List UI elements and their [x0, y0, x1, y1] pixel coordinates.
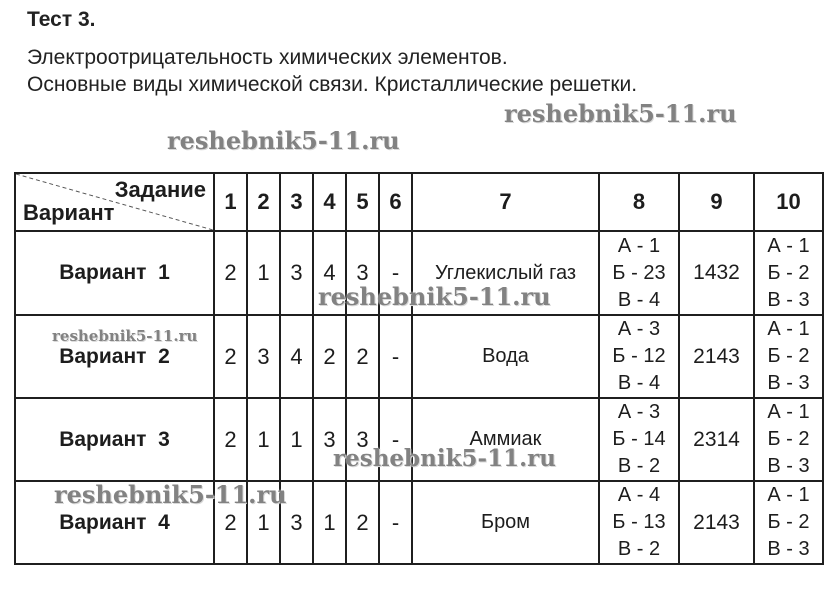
answer-cell: 2143 — [678, 314, 755, 399]
corner-task-label: Задание — [114, 177, 206, 202]
answers-table: Задание Вариант 1 2 3 4 5 6 7 8 9 10 Вар… — [14, 172, 824, 565]
answer-cell: Углекислый газ — [411, 230, 600, 316]
task-header-6: 6 — [378, 172, 413, 232]
task-header-4: 4 — [312, 172, 347, 232]
watermark: reshebnik5-11.ru — [167, 126, 400, 155]
table-row-variant-4: Вариант 4 2 1 3 1 2 - Бром А - 4 Б - 13 … — [14, 480, 824, 565]
task-header-5: 5 — [345, 172, 380, 232]
table-row-variant-3: Вариант 3 2 1 1 3 3 - Аммиак А - 3 Б - 1… — [14, 397, 824, 482]
answer-cell: 1 — [279, 397, 314, 482]
table-row-variant-1: Вариант 1 2 1 3 4 3 - Углекислый газ А -… — [14, 230, 824, 316]
watermark: reshebnik5-11.ru — [52, 327, 198, 345]
variant-label: Вариант 3 — [14, 397, 215, 482]
answer-cell: 2143 — [678, 480, 755, 565]
answer-cell: А - 3 Б - 14 В - 2 — [598, 397, 680, 482]
task-header-8: 8 — [598, 172, 680, 232]
answer-cell: 1432 — [678, 230, 755, 316]
answer-cell: 1 — [312, 480, 347, 565]
test-topic-line-2: Основные виды химической связи. Кристалл… — [27, 73, 638, 96]
answer-cell: 3 — [279, 480, 314, 565]
answer-cell: 2 — [345, 480, 380, 565]
answer-cell: Аммиак — [411, 397, 600, 482]
watermark: reshebnik5-11.ru — [333, 445, 556, 472]
variant-label: Вариант 4 — [14, 480, 215, 565]
answer-cell: Вода — [411, 314, 600, 399]
answer-cell: - — [378, 480, 413, 565]
watermark: reshebnik5-11.ru — [54, 480, 287, 509]
task-header-10: 10 — [753, 172, 824, 232]
task-header-3: 3 — [279, 172, 314, 232]
answer-cell: - — [378, 397, 413, 482]
answer-cell: 2314 — [678, 397, 755, 482]
answer-cell: 1 — [246, 480, 281, 565]
answer-cell: А - 1 Б - 23 В - 4 — [598, 230, 680, 316]
answer-cell: Бром — [411, 480, 600, 565]
task-header-9: 9 — [678, 172, 755, 232]
watermark: reshebnik5-11.ru — [318, 282, 551, 311]
answer-cell: 2 — [345, 314, 380, 399]
answer-cell: 2 — [312, 314, 347, 399]
answer-cell: 2 — [213, 230, 248, 316]
corner-variant-label: Вариант — [23, 200, 115, 225]
answer-cell: 2 — [213, 314, 248, 399]
answer-cell: 1 — [246, 397, 281, 482]
watermark: reshebnik5-11.ru — [504, 99, 737, 128]
answer-cell: 3 — [312, 397, 347, 482]
answer-cell: - — [378, 314, 413, 399]
answer-cell: 2 — [213, 480, 248, 565]
variant-label: Вариант 1 — [14, 230, 215, 316]
header-row: Задание Вариант 1 2 3 4 5 6 7 8 9 10 — [14, 172, 824, 232]
answer-cell: 3 — [279, 230, 314, 316]
answer-cell: А - 3 Б - 12 В - 4 — [598, 314, 680, 399]
test-title: Тест 3. — [27, 8, 96, 31]
answer-cell: - — [378, 230, 413, 316]
answer-cell: 2 — [213, 397, 248, 482]
test-topic-line-1: Электроотрицательность химических элемен… — [27, 46, 508, 69]
corner-cell: Задание Вариант — [14, 172, 215, 232]
task-header-2: 2 — [246, 172, 281, 232]
answer-cell: А - 1 Б - 2 В - 3 — [753, 314, 824, 399]
variant-label: Вариант 2 — [14, 314, 215, 399]
answer-cell: А - 4 Б - 13 В - 2 — [598, 480, 680, 565]
answer-cell: А - 1 Б - 2 В - 3 — [753, 480, 824, 565]
answer-cell: 3 — [345, 397, 380, 482]
answer-cell: 3 — [345, 230, 380, 316]
answer-cell: 1 — [246, 230, 281, 316]
answer-cell: А - 1 Б - 2 В - 3 — [753, 230, 824, 316]
answer-cell: 3 — [246, 314, 281, 399]
task-header-7: 7 — [411, 172, 600, 232]
answer-cell: А - 1 Б - 2 В - 3 — [753, 397, 824, 482]
table-row-variant-2: Вариант 2 2 3 4 2 2 - Вода А - 3 Б - 12 … — [14, 314, 824, 399]
task-header-1: 1 — [213, 172, 248, 232]
answer-cell: 4 — [312, 230, 347, 316]
answer-cell: 4 — [279, 314, 314, 399]
